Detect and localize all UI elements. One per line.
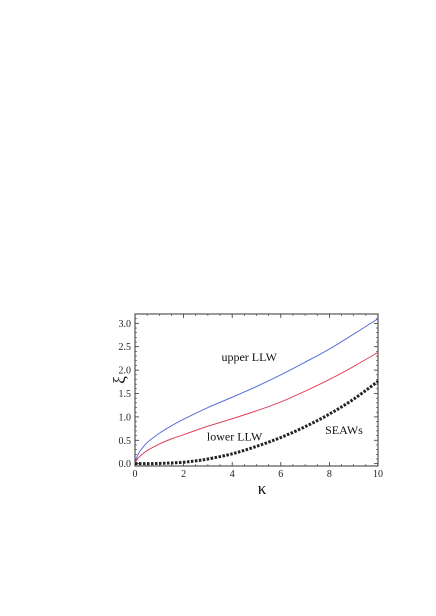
annotation-upper-llw: upper LLW — [221, 350, 277, 364]
annotation-lower-llw: lower LLW — [207, 430, 263, 444]
series-lines — [134, 318, 379, 466]
y-tick-label-5: 2.5 — [119, 342, 132, 353]
series-line-lower-llw — [134, 351, 379, 464]
tick-labels: 0 2 4 6 8 10 0.0 0.5 1.0 1.5 2.0 2.5 3.0 — [119, 319, 384, 480]
x-tick-label-3: 6 — [278, 469, 283, 480]
annotations: upper LLW lower LLW SEAWs — [207, 350, 363, 444]
y-tick-label-0: 0.0 — [119, 459, 132, 470]
x-tick-label-2: 4 — [230, 469, 235, 480]
y-tick-label-2: 1.0 — [119, 412, 132, 423]
y-tick-label-1: 0.5 — [119, 436, 132, 447]
series-line-seaws — [134, 380, 379, 466]
x-tick-label-1: 2 — [181, 469, 186, 480]
series-line-upper-llw — [134, 318, 379, 464]
x-tick-label-5: 10 — [373, 469, 383, 480]
y-axis-label: ξ — [110, 376, 129, 384]
axis-ticks — [134, 314, 379, 466]
x-tick-label-0: 0 — [133, 469, 138, 480]
y-tick-label-6: 3.0 — [119, 319, 132, 330]
annotation-seaws: SEAWs — [325, 423, 363, 437]
y-tick-label-4: 2.0 — [119, 366, 132, 377]
y-tick-label-3: 1.5 — [119, 389, 132, 400]
x-tick-label-4: 8 — [327, 469, 332, 480]
x-axis-label: κ — [258, 479, 267, 498]
